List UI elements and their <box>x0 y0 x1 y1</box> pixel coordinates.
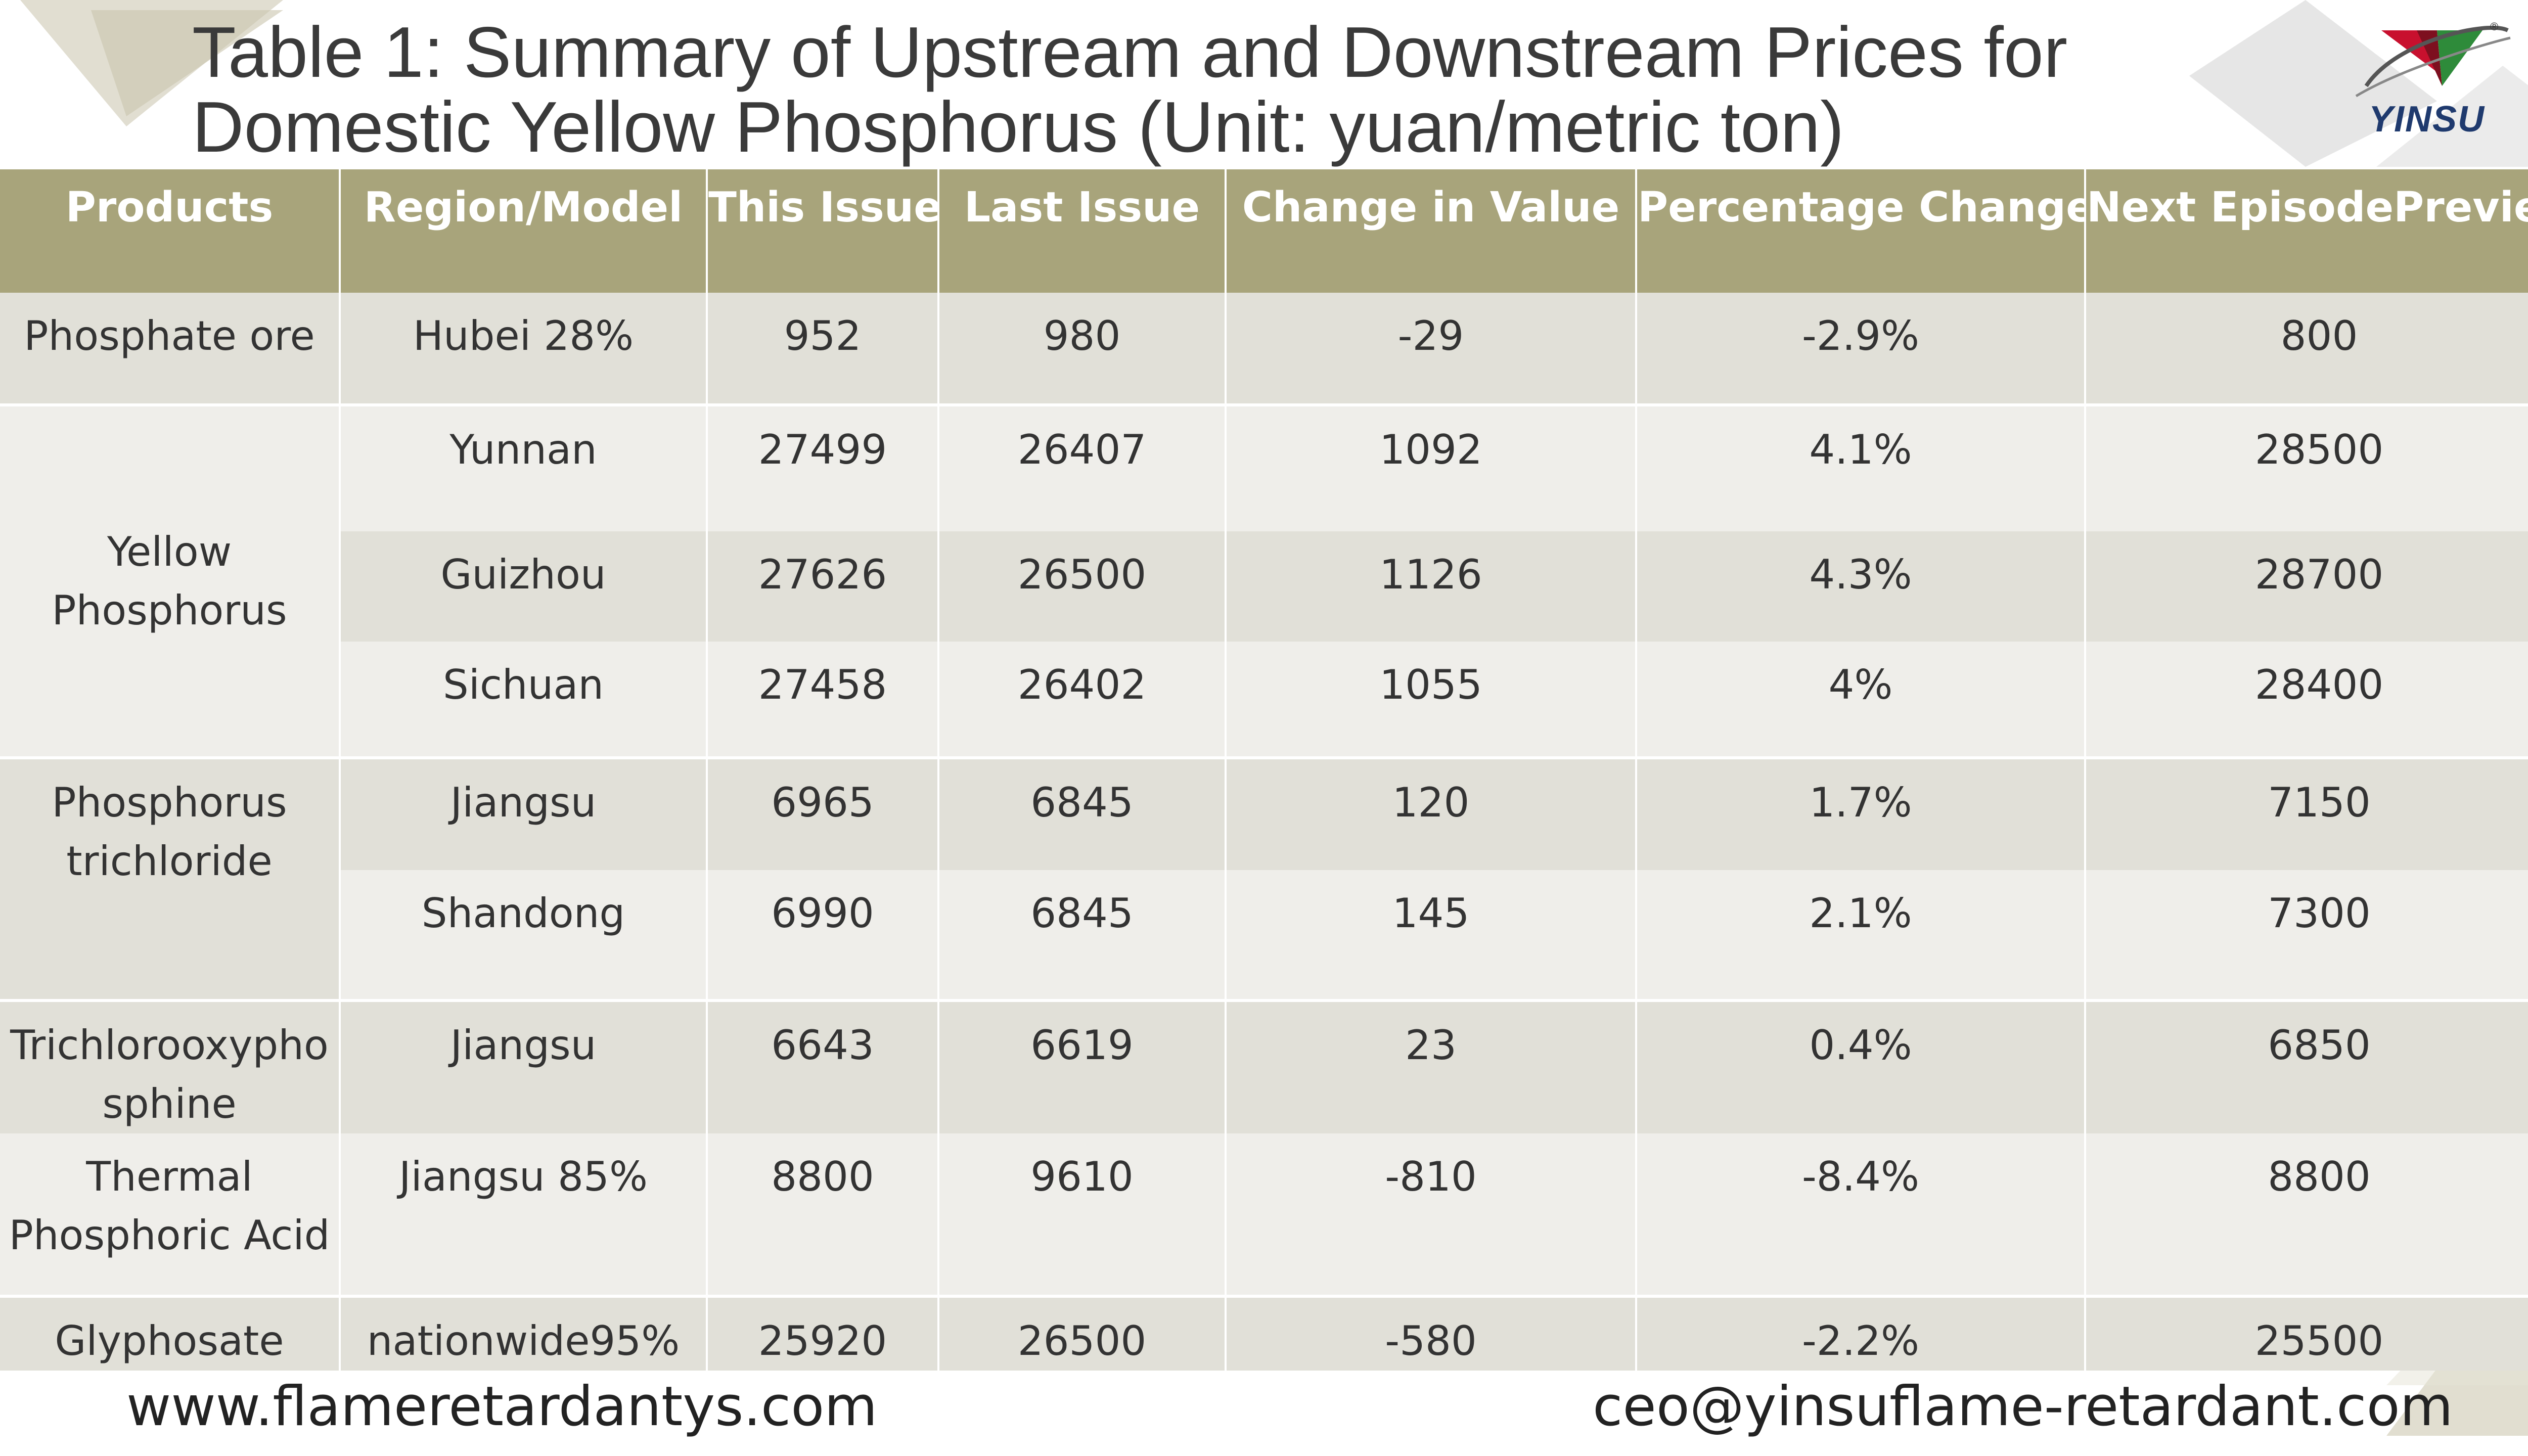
cell-next: 28400 <box>2085 642 2528 758</box>
cell-region: Jiangsu 85% <box>340 1133 708 1296</box>
header-region: Region/Model <box>340 169 708 293</box>
cell-change: -810 <box>1226 1133 1637 1296</box>
table-row: Phosphorus trichloride Jiangsu 6965 6845… <box>0 756 2528 1000</box>
logo-text: YINSU <box>2368 99 2486 140</box>
cell-last-issue: 980 <box>938 293 1227 405</box>
cell-region: Guizhou <box>340 531 708 642</box>
cell-next: 6850 <box>2085 999 2528 1133</box>
footer-email: ceo@yinsuflame-retardant.com <box>1593 1375 2453 1438</box>
table-row: Phosphate ore Hubei 28% 952 980 -29 -2.9… <box>0 293 2528 405</box>
cell-change: 145 <box>1226 870 1637 1000</box>
cell-percentage: 4% <box>1636 642 2086 758</box>
header-products: Products <box>0 169 341 293</box>
table-row: Shandong 6990 6845 145 2.1% 7300 <box>0 870 2528 1000</box>
cell-this-issue: 8800 <box>707 1133 939 1296</box>
table-row: Thermal Phosphoric Acid Jiangsu 85% 8800… <box>0 1133 2528 1296</box>
page-title: Table 1: Summary of Upstream and Downstr… <box>192 12 2068 167</box>
table-header-row: Products Region/Model This Issue Last Is… <box>0 169 2528 293</box>
cell-percentage: 2.1% <box>1636 870 2086 1000</box>
header-next-preview: Next EpisodePreview <box>2085 169 2528 293</box>
table-row: Guizhou 27626 26500 1126 4.3% 28700 <box>0 531 2528 642</box>
cell-change: 120 <box>1226 756 1637 870</box>
cell-product: Glyphosate <box>0 1295 341 1371</box>
cell-this-issue: 6990 <box>707 870 939 1000</box>
cell-last-issue: 26407 <box>938 403 1227 531</box>
cell-next: 25500 <box>2085 1295 2528 1371</box>
cell-this-issue: 952 <box>707 293 939 405</box>
cell-region: nationwide95% <box>340 1295 708 1371</box>
cell-this-issue: 27458 <box>707 642 939 758</box>
cell-region: Shandong <box>340 870 708 1000</box>
cell-percentage: 1.7% <box>1636 756 2086 870</box>
cell-next: 800 <box>2085 293 2528 405</box>
cell-this-issue: 25920 <box>707 1295 939 1371</box>
header-change-value: Change in Value <box>1226 169 1637 293</box>
yinsu-logo: ® YINSU <box>2336 10 2518 142</box>
cell-next: 7150 <box>2085 756 2528 870</box>
cell-change: 23 <box>1226 999 1637 1133</box>
cell-last-issue: 6845 <box>938 870 1227 1000</box>
cell-region: Jiangsu <box>340 756 708 870</box>
cell-last-issue: 26402 <box>938 642 1227 758</box>
cell-percentage: 4.1% <box>1636 403 2086 531</box>
cell-this-issue: 6643 <box>707 999 939 1133</box>
cell-last-issue: 9610 <box>938 1133 1227 1296</box>
table-row: Sichuan 27458 26402 1055 4% 28400 <box>0 642 2528 758</box>
cell-change: -29 <box>1226 293 1637 405</box>
cell-change: -580 <box>1226 1295 1637 1371</box>
cell-region: Hubei 28% <box>340 293 708 405</box>
cell-product: Trichlorooxyphosphine <box>0 999 341 1133</box>
cell-next: 28700 <box>2085 531 2528 642</box>
cell-last-issue: 6845 <box>938 756 1227 870</box>
footer-website: www.flameretardantys.com <box>126 1375 878 1438</box>
cell-change: 1092 <box>1226 403 1637 531</box>
cell-change: 1126 <box>1226 531 1637 642</box>
yinsu-v-icon: ® <box>2355 20 2511 98</box>
cell-percentage: -2.9% <box>1636 293 2086 405</box>
cell-next: 7300 <box>2085 870 2528 1000</box>
cell-change: 1055 <box>1226 642 1637 758</box>
table-row: Glyphosate nationwide95% 25920 26500 -58… <box>0 1295 2528 1371</box>
cell-percentage: 0.4% <box>1636 999 2086 1133</box>
cell-percentage: -2.2% <box>1636 1295 2086 1371</box>
cell-product: Yellow Phosphorus <box>0 403 341 758</box>
price-table: Products Region/Model This Issue Last Is… <box>0 169 2528 1371</box>
table-row: Trichlorooxyphosphine Jiangsu 6643 6619 … <box>0 999 2528 1133</box>
cell-region: Sichuan <box>340 642 708 758</box>
header-last-issue: Last Issue <box>938 169 1227 293</box>
cell-next: 28500 <box>2085 403 2528 531</box>
cell-this-issue: 6965 <box>707 756 939 870</box>
cell-region: Jiangsu <box>340 999 708 1133</box>
cell-percentage: -8.4% <box>1636 1133 2086 1296</box>
header-percentage-change: Percentage Change <box>1636 169 2086 293</box>
cell-product: Thermal Phosphoric Acid <box>0 1133 341 1296</box>
cell-last-issue: 26500 <box>938 1295 1227 1371</box>
cell-last-issue: 6619 <box>938 999 1227 1133</box>
registered-mark: ® <box>2490 20 2498 33</box>
cell-next: 8800 <box>2085 1133 2528 1296</box>
table-row: Yellow Phosphorus Yunnan 27499 26407 109… <box>0 403 2528 758</box>
cell-product: Phosphate ore <box>0 293 341 405</box>
cell-region: Yunnan <box>340 403 708 531</box>
cell-this-issue: 27626 <box>707 531 939 642</box>
cell-percentage: 4.3% <box>1636 531 2086 642</box>
header-this-issue: This Issue <box>707 169 939 293</box>
cell-this-issue: 27499 <box>707 403 939 531</box>
cell-last-issue: 26500 <box>938 531 1227 642</box>
cell-product: Phosphorus trichloride <box>0 756 341 1000</box>
